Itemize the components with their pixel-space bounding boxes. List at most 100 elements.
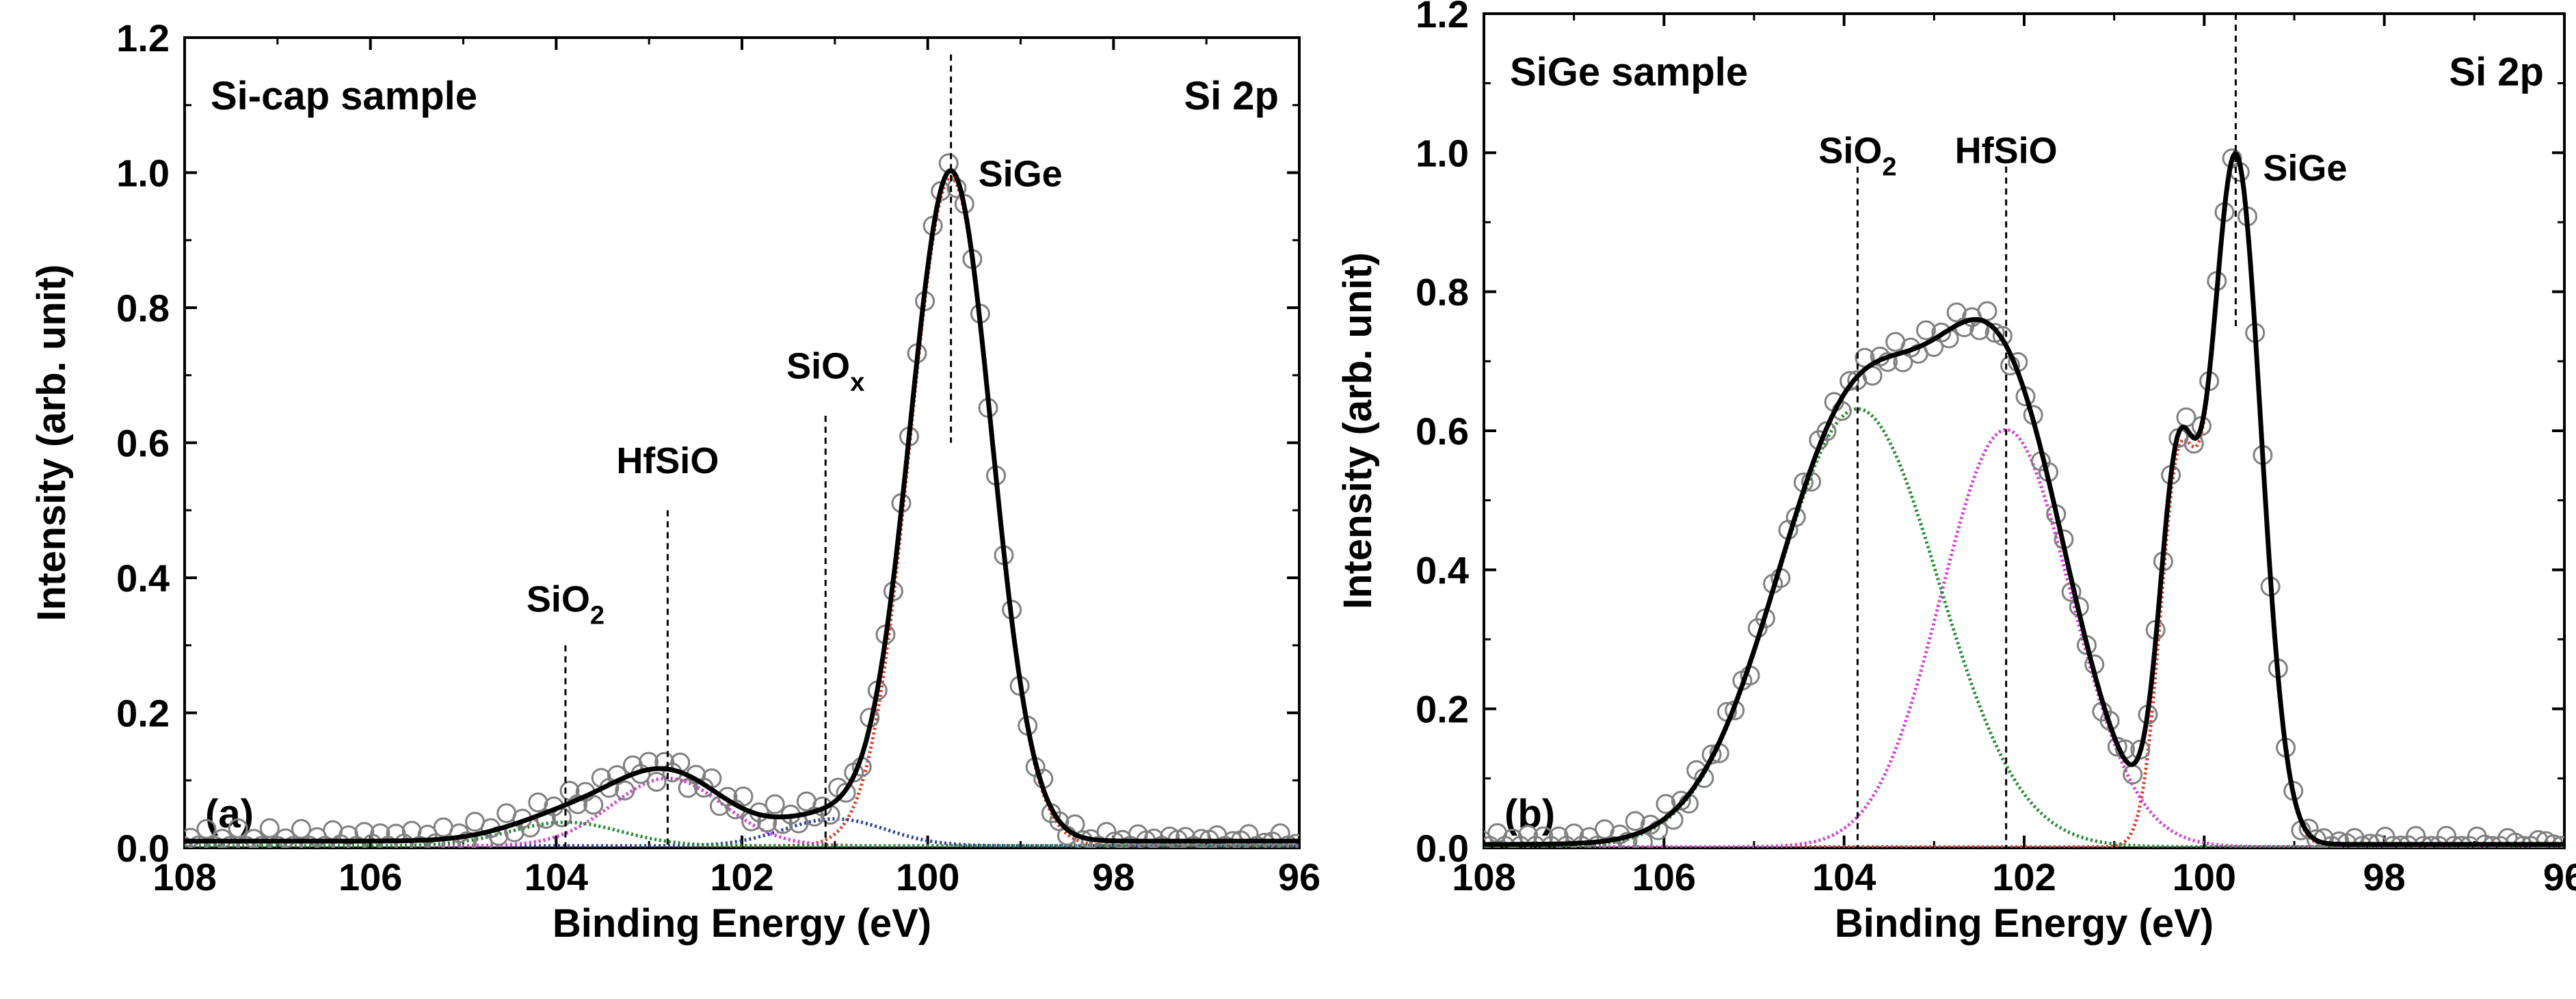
- y-tick-label: 0.2: [1416, 688, 1469, 731]
- data-point: [291, 818, 311, 839]
- annotation-label: SiGe: [2263, 148, 2347, 189]
- data-point: [1992, 325, 2013, 346]
- component-curve-sio2: [1484, 407, 2564, 848]
- data-point: [1617, 831, 1638, 848]
- annotation-label: HfSiO: [616, 440, 719, 481]
- panel-a: 108 106 104 102 100 98 96 0.0 0.2 0.4 0.6 0.8 1.0 1.2…: [29, 16, 1320, 946]
- y-axis-title: Intensity (arb. unit): [29, 265, 74, 622]
- data-point: [259, 818, 280, 838]
- component-curve-hfsio: [1484, 427, 2564, 848]
- data-point: [283, 836, 304, 848]
- x-tick-label: 100: [896, 855, 959, 898]
- data-point: [1977, 301, 1997, 321]
- envelope-fit-curve: [1484, 150, 2564, 847]
- x-tick-label: 102: [1992, 855, 2056, 898]
- region-label: Si 2p: [1184, 74, 1279, 118]
- x-tick-label: 104: [525, 855, 588, 898]
- annotation-main-text: SiO: [786, 346, 850, 387]
- data-point: [2329, 831, 2350, 848]
- data-point: [196, 818, 217, 839]
- data-point: [2130, 739, 2151, 760]
- data-point: [583, 795, 604, 815]
- region-label: Si 2p: [2449, 50, 2544, 94]
- annotation-main-text: SiO: [1818, 131, 1882, 172]
- annotation-subscript: 2: [590, 601, 605, 630]
- plot-area: [185, 153, 1299, 848]
- data-point: [1278, 835, 1299, 848]
- data-point: [2528, 830, 2549, 848]
- x-tick-label: 98: [1092, 855, 1134, 898]
- sample-label: SiGe sample: [1510, 50, 1748, 94]
- x-axis-title: Binding Energy (eV): [1835, 901, 2214, 946]
- y-tick-label: 1.0: [116, 152, 170, 195]
- annotation-subscript: 2: [1882, 153, 1896, 182]
- annotation-label: HfSiO: [1955, 131, 2058, 172]
- x-tick-label: 108: [1452, 855, 1515, 898]
- annotation-label: SiO2: [527, 578, 605, 630]
- data-point: [733, 786, 754, 807]
- x-tick-label: 96: [1278, 855, 1320, 898]
- y-tick-label: 0.6: [1416, 410, 1469, 453]
- annotation-main-text: SiO: [527, 578, 590, 620]
- component-curve-sige: [1484, 155, 2564, 848]
- data-point: [1286, 834, 1299, 848]
- y-tick-label: 0.0: [116, 827, 170, 870]
- x-axis-title: Binding Energy (eV): [553, 901, 931, 946]
- y-tick-label: 1.2: [1416, 0, 1469, 36]
- data-point: [457, 831, 477, 848]
- annotation-subscript: x: [850, 369, 864, 397]
- data-point: [1625, 811, 1645, 831]
- y-tick-label: 0.4: [1416, 548, 1469, 591]
- x-tick-label: 106: [338, 855, 402, 898]
- plot-area: [1484, 148, 2564, 848]
- data-point: [836, 782, 856, 803]
- y-tick-label: 0.8: [116, 287, 170, 330]
- plot-frame: [183, 36, 1301, 849]
- x-tick-label: 98: [2363, 855, 2406, 898]
- y-tick-label: 1.2: [116, 16, 170, 59]
- data-point: [2123, 764, 2143, 785]
- data-point: [220, 836, 241, 848]
- annotation-label: SiO2: [1818, 131, 1896, 182]
- x-tick-label: 106: [1632, 855, 1696, 898]
- y-tick-label: 0.6: [116, 422, 170, 465]
- data-point: [1916, 320, 1936, 341]
- data-point: [757, 812, 778, 833]
- data-point: [615, 780, 635, 801]
- y-tick-label: 0.2: [116, 692, 170, 735]
- x-tick-label: 108: [152, 855, 216, 898]
- x-tick-label: 102: [710, 855, 773, 898]
- data-point: [425, 833, 446, 848]
- annotation-main-text: HfSiO: [1955, 131, 2058, 172]
- data-point: [1586, 836, 1607, 848]
- component-curve-sio2: [185, 821, 1299, 848]
- data-point: [1701, 744, 1722, 764]
- data-point: [765, 794, 785, 814]
- data-point: [2183, 434, 2204, 454]
- annotation-main-text: SiGe: [979, 153, 1063, 194]
- data-point: [1656, 794, 1676, 814]
- x-tick-label: 100: [2173, 855, 2236, 898]
- data-point: [1502, 828, 1523, 848]
- data-point: [1816, 421, 1837, 442]
- y-axis-title: Intensity (arb. unit): [1336, 252, 1380, 609]
- y-tick-label: 1.0: [1416, 131, 1469, 174]
- x-tick-label: 104: [1812, 855, 1876, 898]
- envelope-fit-curve: [185, 168, 1299, 844]
- data-point: [315, 836, 335, 848]
- sample-label: Si-cap sample: [211, 74, 477, 118]
- annotation-main-text: HfSiO: [616, 440, 719, 481]
- data-point: [188, 835, 209, 848]
- panel-b: 108 106 104 102 100 98 96 0.0 0.2 0.4 0.6 0.8 1.0 1.2…: [1336, 0, 2576, 946]
- data-point: [228, 818, 248, 838]
- component-curve-sige: [185, 176, 1299, 848]
- annotation-label: SiGe: [979, 153, 1063, 194]
- y-tick-label: 0.4: [116, 557, 170, 600]
- y-tick-label: 0.0: [1416, 827, 1469, 870]
- x-tick-label: 96: [2543, 855, 2576, 898]
- annotation-main-text: SiGe: [2263, 148, 2347, 189]
- annotation-label: SiOx: [786, 346, 864, 397]
- y-tick-label: 0.8: [1416, 271, 1469, 314]
- data-point: [646, 771, 667, 792]
